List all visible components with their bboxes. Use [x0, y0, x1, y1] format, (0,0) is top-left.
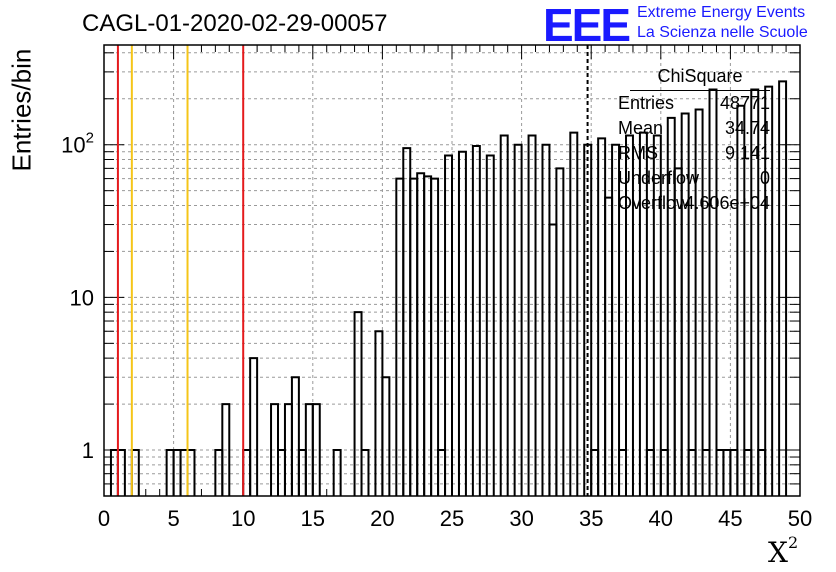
- stats-value: 9.141: [724, 143, 770, 163]
- x-tick-label: 30: [509, 506, 533, 531]
- stats-title: ChiSquare: [630, 66, 770, 91]
- x-axis-label: X2: [768, 532, 799, 569]
- x-tick-label: 15: [301, 506, 325, 531]
- x-axis-label-base: X: [768, 536, 788, 569]
- histogram-bin: [485, 154, 495, 496]
- histogram-bin: [430, 177, 440, 496]
- stats-label: RMS: [618, 143, 658, 163]
- logo-caption-line2: La Scienza nelle Scuole: [637, 24, 808, 41]
- histogram-bin: [778, 80, 788, 496]
- stats-row-underflow: Underflow 0: [610, 166, 770, 191]
- x-axis-label-superscript: 2: [787, 532, 799, 552]
- histogram-bin: [444, 154, 453, 496]
- histogram-bin: [555, 167, 565, 496]
- histogram-bin: [402, 147, 412, 496]
- histogram-bin: [708, 88, 718, 496]
- histogram-bin: [548, 223, 558, 496]
- stats-label: Entries: [618, 93, 675, 113]
- histogram-bin: [381, 376, 391, 496]
- histogram-bin: [395, 177, 405, 496]
- logo-caption: Extreme Energy Events La Scienza nelle S…: [637, 3, 808, 43]
- stats-value: 4.606e+04: [684, 193, 770, 213]
- histogram-bin: [694, 108, 704, 496]
- x-tick-label: 25: [440, 506, 464, 531]
- histogram-bin: [611, 143, 621, 496]
- stats-label: Mean: [618, 118, 664, 138]
- histogram-bin: [597, 137, 607, 496]
- plot-frame: [103, 44, 801, 497]
- histogram-bin: [625, 134, 634, 496]
- logo-caption-line1: Extreme Energy Events: [637, 4, 806, 21]
- histogram-bin: [332, 449, 342, 496]
- histogram-bin: [604, 196, 614, 496]
- y-axis-label: Entries/bin: [6, 48, 37, 172]
- chart-title: CAGL-01-2020-02-29-00057: [82, 10, 388, 37]
- histogram-bin: [541, 143, 551, 496]
- histogram-bin: [750, 88, 760, 496]
- stats-label: Underflow: [618, 168, 700, 188]
- histogram-bin: [527, 134, 537, 496]
- histogram-bin: [221, 403, 231, 496]
- y-tick-label: 10: [70, 285, 94, 310]
- histogram-bins: [109, 80, 788, 496]
- histogram-bin: [353, 311, 363, 496]
- histogram-bin: [457, 150, 467, 496]
- histogram-bin: [673, 167, 683, 496]
- x-tick-label: 40: [649, 506, 673, 531]
- x-tick-label: 35: [579, 506, 603, 531]
- histogram-bin: [360, 449, 370, 496]
- histogram-bin: [764, 85, 774, 496]
- y-tick-label: 102: [61, 130, 94, 158]
- x-tick-label: 5: [167, 506, 179, 531]
- histogram-bin: [513, 143, 523, 496]
- histogram-bin: [736, 104, 746, 496]
- histogram-bin: [569, 131, 579, 496]
- histogram-bin: [638, 131, 648, 496]
- stats-label: Overflow: [618, 193, 690, 213]
- histogram-bin: [652, 134, 662, 496]
- x-tick-label: 50: [788, 506, 812, 531]
- y-tick-label: 1: [82, 438, 94, 463]
- eee-logo: EEE: [543, 0, 631, 51]
- reference-lines: [116, 45, 589, 496]
- stats-row-entries: Entries 48771: [610, 91, 770, 116]
- histogram-bin: [499, 134, 509, 496]
- histogram-bin: [409, 177, 419, 496]
- stats-row-mean: Mean 34.74: [610, 116, 770, 141]
- y-axis-ticks: 1 10 102: [61, 130, 94, 463]
- histogram-bin: [471, 145, 481, 496]
- x-tick-label: 20: [370, 506, 394, 531]
- stats-row-overflow: Overflow 4.606e+04: [610, 191, 770, 216]
- stats-box: ChiSquare Entries 48771 Mean 34.74 RMS 9.14…: [610, 66, 770, 216]
- histogram-bin: [290, 376, 300, 496]
- stats-row-rms: RMS 9.141: [610, 141, 770, 166]
- x-tick-label: 0: [98, 506, 110, 531]
- histogram-bin: [249, 357, 259, 496]
- x-tick-label: 10: [231, 506, 255, 531]
- x-tick-label: 45: [718, 506, 742, 531]
- stats-value: 0: [759, 168, 770, 188]
- histogram-bin: [374, 330, 384, 496]
- stats-value: 48771: [719, 93, 770, 113]
- histogram-bin: [416, 172, 426, 496]
- stats-value: 34.74: [724, 118, 770, 138]
- histogram-bin: [311, 403, 321, 496]
- histogram-bin: [680, 112, 690, 496]
- x-axis-ticks: 0 5 10 15 20 25 30 35 40 45 50: [98, 506, 812, 531]
